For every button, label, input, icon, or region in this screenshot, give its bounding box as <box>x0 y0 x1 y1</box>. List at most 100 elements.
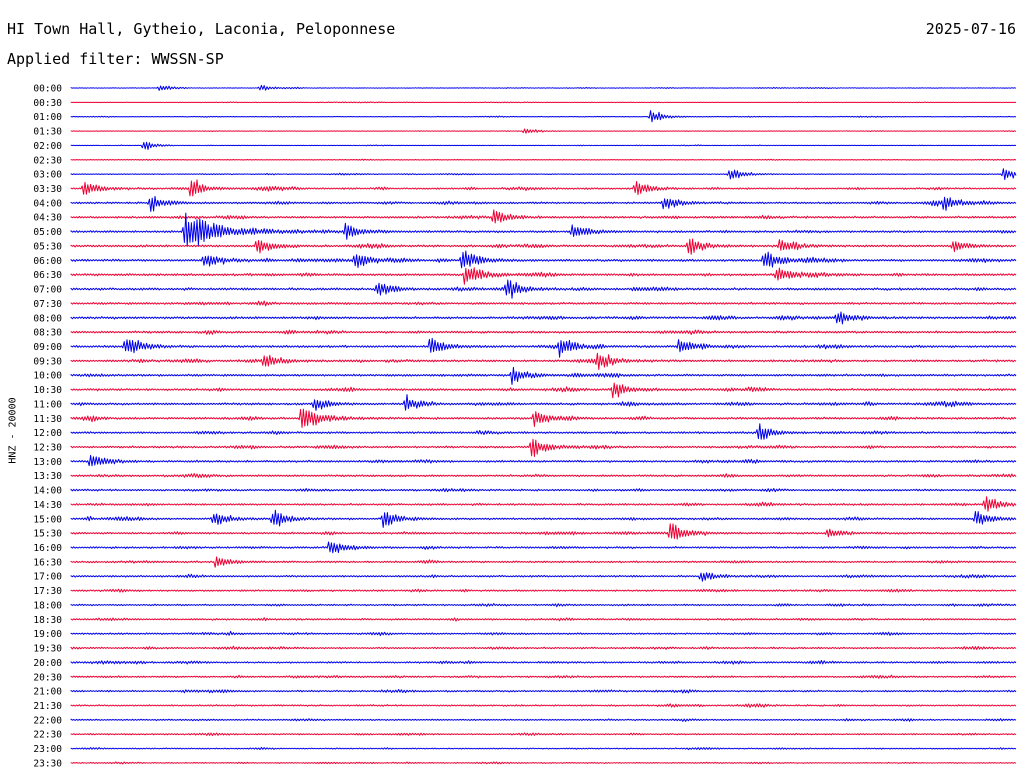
trace-1730 <box>70 588 1017 593</box>
row-label: 09:00 <box>33 342 62 353</box>
row-label: 06:30 <box>33 270 62 281</box>
trace-1330 <box>70 473 1017 479</box>
trace-1800 <box>70 603 1017 608</box>
trace-1200 <box>70 423 1017 440</box>
row-label: 17:30 <box>33 586 62 597</box>
row-label: 00:00 <box>33 84 62 95</box>
row-label: 03:30 <box>33 184 62 195</box>
row-label: 20:30 <box>33 672 62 683</box>
trace-1400 <box>70 488 1017 493</box>
row-label: 01:00 <box>33 112 62 123</box>
row-label: 11:30 <box>33 414 62 425</box>
row-label: 03:00 <box>33 170 62 181</box>
row-label: 18:30 <box>33 615 62 626</box>
row-labels: 00:00 00:30 01:00 01:30 02:00 02:30 03:00 03:30… <box>33 84 62 770</box>
trace-2330 <box>70 761 1017 765</box>
trace-0100 <box>70 110 1017 123</box>
row-label: 07:00 <box>33 285 62 296</box>
trace-0530 <box>70 238 1017 255</box>
trace-1030 <box>70 382 1017 399</box>
trace-2130 <box>70 703 1017 708</box>
row-label: 21:00 <box>33 687 62 698</box>
trace-0600 <box>70 250 1017 269</box>
row-label: 10:00 <box>33 371 62 382</box>
row-label: 02:30 <box>33 155 62 166</box>
trace-0200 <box>70 141 1017 150</box>
row-label: 22:00 <box>33 715 62 726</box>
row-label: 19:00 <box>33 629 62 640</box>
row-label: 01:30 <box>33 127 62 138</box>
trace-0000 <box>70 84 1017 91</box>
row-label: 02:00 <box>33 141 62 152</box>
trace-1100 <box>70 394 1017 411</box>
trace-0130 <box>70 128 1017 134</box>
row-label: 14:00 <box>33 486 62 497</box>
trace-0400 <box>70 195 1017 212</box>
row-label: 08:00 <box>33 313 62 324</box>
trace-1300 <box>70 454 1017 467</box>
trace-0730 <box>70 300 1017 307</box>
traces <box>70 84 1017 765</box>
row-label: 09:30 <box>33 356 62 367</box>
row-label: 21:30 <box>33 701 62 712</box>
row-label: 10:30 <box>33 385 62 396</box>
row-label: 15:00 <box>33 514 62 525</box>
trace-1600 <box>70 541 1017 554</box>
filter-label: Applied filter: WWSSN-SP <box>7 50 224 68</box>
trace-0300 <box>70 168 1017 181</box>
row-label: 20:00 <box>33 658 62 669</box>
trace-1000 <box>70 366 1017 385</box>
trace-1430 <box>70 496 1017 512</box>
row-label: 12:30 <box>33 443 62 454</box>
trace-1630 <box>70 556 1017 568</box>
row-label: 13:30 <box>33 471 62 482</box>
row-label: 23:00 <box>33 744 62 755</box>
row-label: 04:30 <box>33 213 62 224</box>
trace-0830 <box>70 329 1017 335</box>
row-label: 11:00 <box>33 399 62 410</box>
row-label: 05:00 <box>33 227 62 238</box>
row-label: 05:30 <box>33 241 62 252</box>
row-label: 06:00 <box>33 256 62 267</box>
trace-1500 <box>70 509 1017 528</box>
row-label: 04:00 <box>33 198 62 209</box>
trace-1230 <box>70 438 1017 457</box>
row-label: 16:30 <box>33 557 62 568</box>
trace-2100 <box>70 689 1017 694</box>
trace-0800 <box>70 311 1017 325</box>
trace-2200 <box>70 718 1017 722</box>
date-label: 2025-07-16 <box>925 20 1016 38</box>
trace-0430 <box>70 209 1017 224</box>
row-label: 13:00 <box>33 457 62 468</box>
trace-0930 <box>70 352 1017 370</box>
row-label: 14:30 <box>33 500 62 511</box>
row-label: 07:30 <box>33 299 62 310</box>
trace-2000 <box>70 660 1017 665</box>
row-label: 16:00 <box>33 543 62 554</box>
trace-1530 <box>70 523 1017 540</box>
trace-1700 <box>70 572 1017 582</box>
row-label: 08:30 <box>33 328 62 339</box>
row-label: 12:00 <box>33 428 62 439</box>
row-label: 23:30 <box>33 758 62 769</box>
station-title: HI Town Hall, Gytheio, Laconia, Peloponn… <box>7 20 396 38</box>
row-label: 18:00 <box>33 600 62 611</box>
trace-0030 <box>70 101 1017 104</box>
trace-2030 <box>70 674 1017 679</box>
trace-0630 <box>70 267 1017 285</box>
trace-1130 <box>70 408 1017 428</box>
row-label: 19:30 <box>33 644 62 655</box>
row-label: 22:30 <box>33 730 62 741</box>
trace-1930 <box>70 645 1017 650</box>
trace-2230 <box>70 732 1017 737</box>
trace-0500 <box>70 212 1017 247</box>
trace-1830 <box>70 617 1017 622</box>
trace-1900 <box>70 630 1017 637</box>
trace-2300 <box>70 746 1017 751</box>
trace-0230 <box>70 158 1017 161</box>
row-label: 00:30 <box>33 98 62 109</box>
trace-0700 <box>70 279 1017 299</box>
row-label: 15:30 <box>33 529 62 540</box>
trace-0330 <box>70 179 1017 197</box>
